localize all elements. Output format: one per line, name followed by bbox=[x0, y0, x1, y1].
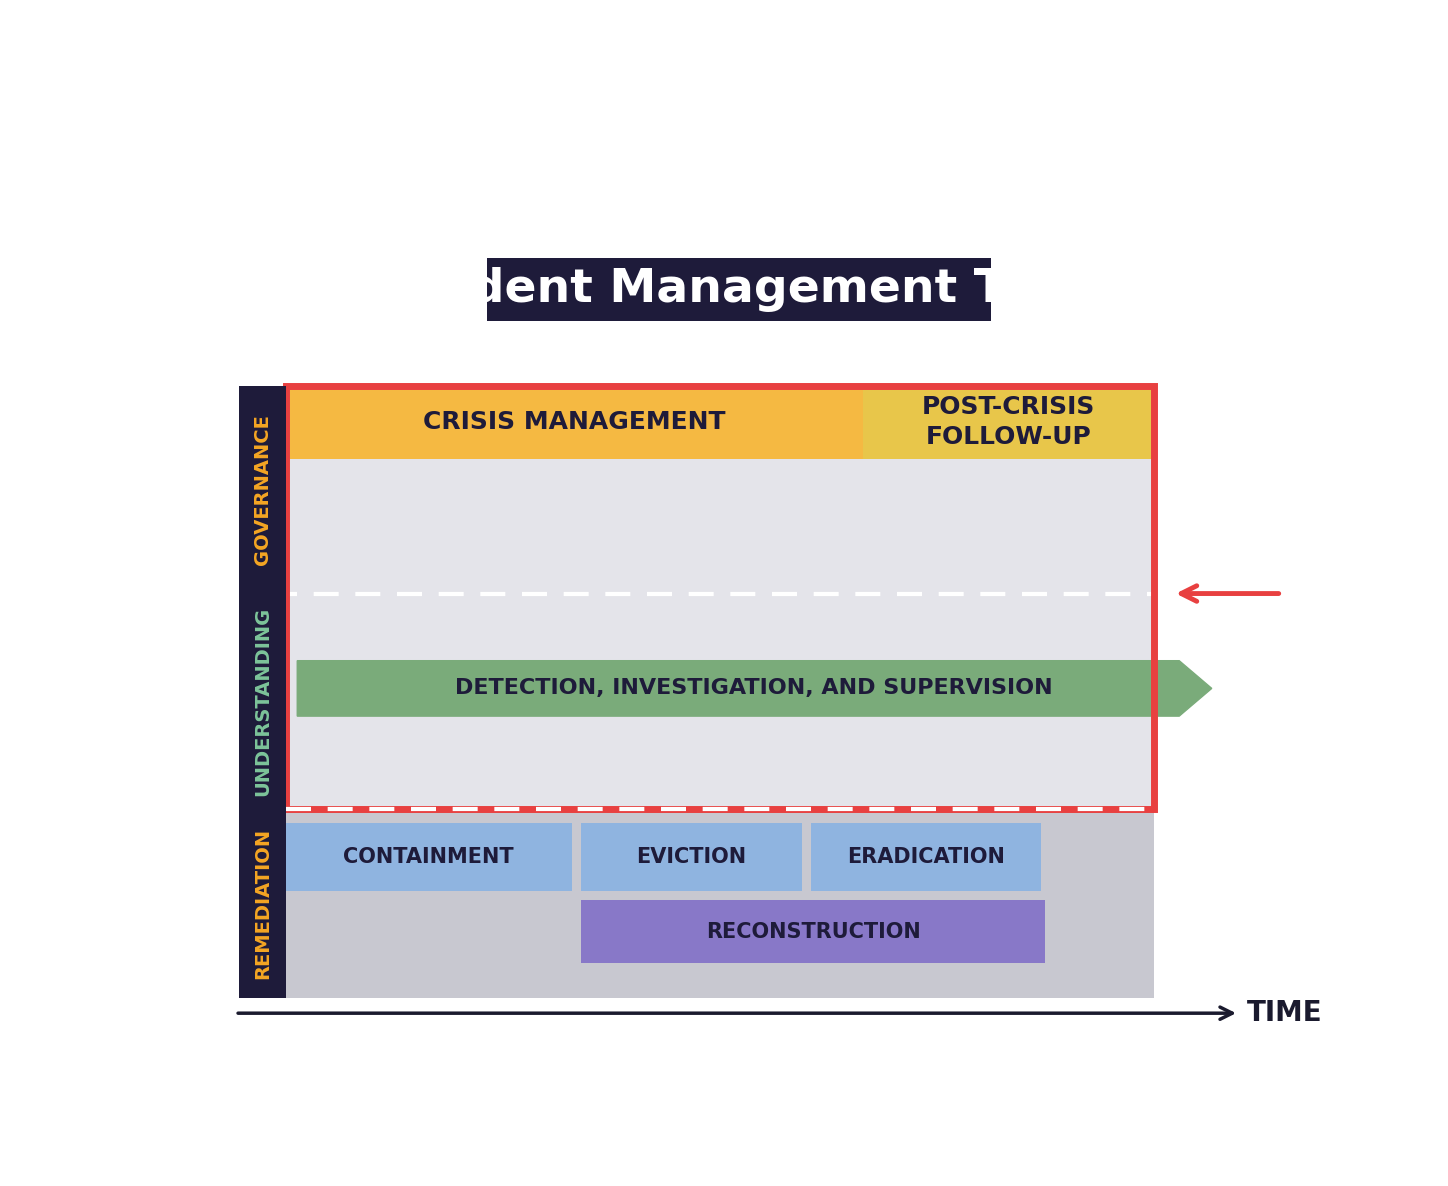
Text: GOVERNANCE: GOVERNANCE bbox=[253, 414, 272, 565]
Bar bbox=[239, 593, 285, 809]
Bar bbox=[581, 900, 1045, 963]
Bar bbox=[285, 809, 1154, 997]
Text: UNDERSTANDING: UNDERSTANDING bbox=[253, 607, 272, 796]
Text: REMEDIATION: REMEDIATION bbox=[253, 828, 272, 978]
Text: POST-CRISIS
FOLLOW-UP: POST-CRISIS FOLLOW-UP bbox=[921, 395, 1095, 449]
Bar bbox=[285, 385, 863, 459]
Text: EVICTION: EVICTION bbox=[636, 847, 747, 867]
Text: RECONSTRUCTION: RECONSTRUCTION bbox=[705, 922, 921, 942]
Bar bbox=[285, 823, 572, 891]
Bar bbox=[487, 257, 990, 321]
Text: DETECTION, INVESTIGATION, AND SUPERVISION: DETECTION, INVESTIGATION, AND SUPERVISIO… bbox=[455, 678, 1053, 699]
Text: CRISIS MANAGEMENT: CRISIS MANAGEMENT bbox=[423, 410, 725, 434]
Bar bbox=[285, 385, 1154, 809]
Polygon shape bbox=[297, 661, 1212, 716]
Text: CONTAINMENT: CONTAINMENT bbox=[343, 847, 514, 867]
Bar bbox=[285, 385, 1154, 809]
Bar bbox=[811, 823, 1041, 891]
Text: TIME: TIME bbox=[1247, 999, 1322, 1027]
Bar bbox=[581, 823, 802, 891]
Bar bbox=[239, 385, 285, 593]
Text: ERADICATION: ERADICATION bbox=[847, 847, 1005, 867]
Bar bbox=[863, 385, 1154, 459]
Text: Incident Management Time: Incident Management Time bbox=[375, 267, 1103, 312]
Bar bbox=[239, 809, 285, 997]
